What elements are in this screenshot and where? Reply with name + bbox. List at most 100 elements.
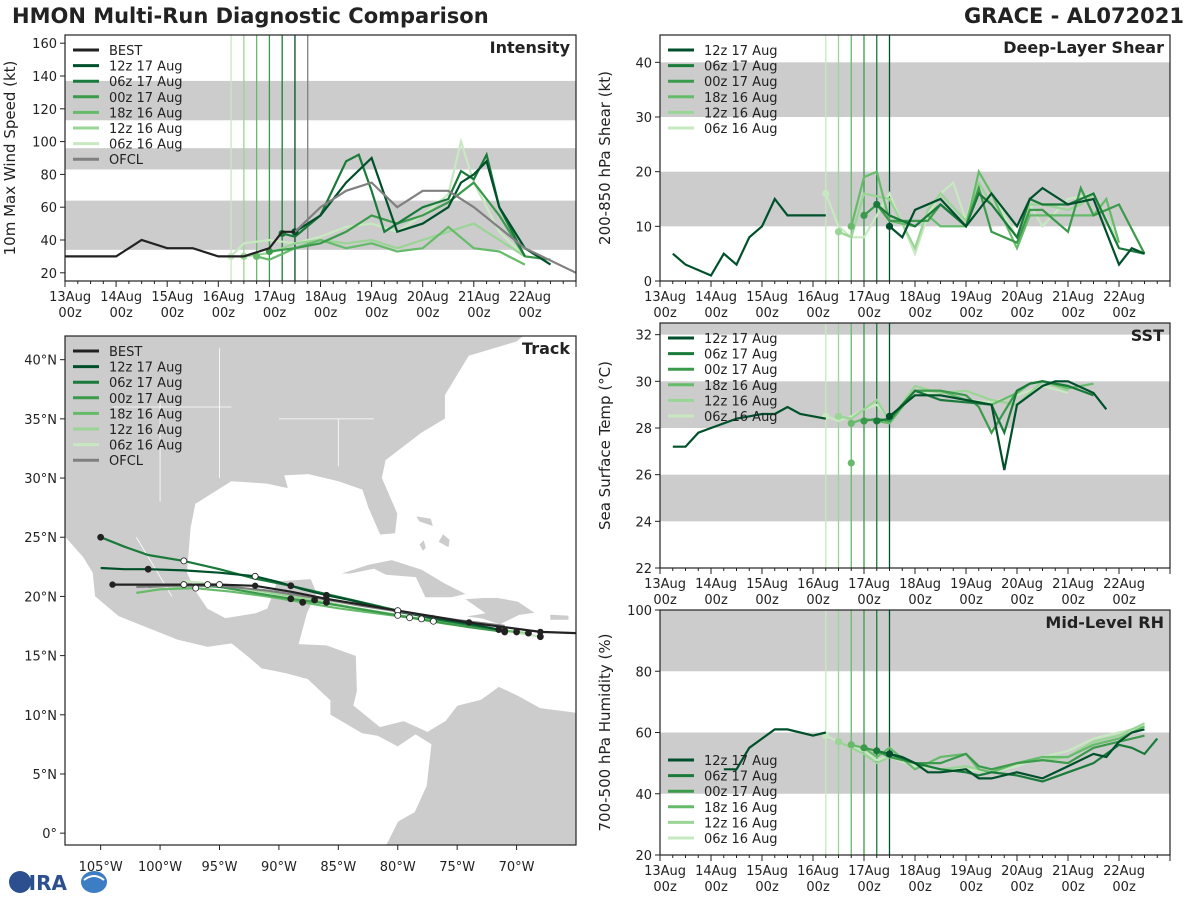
- x-tick-hour: 00z: [704, 593, 728, 608]
- y-tick-label: 24: [635, 515, 652, 530]
- legend-label: 18z 16 Aug: [109, 407, 183, 422]
- series-18z-16-Aug: [850, 168, 1121, 251]
- shade-band-1: [660, 610, 1170, 672]
- series-12z-17-Aug: [888, 380, 1108, 471]
- x-tick-date: 19Aug: [356, 290, 398, 305]
- x-tick-date: 22Aug: [509, 290, 551, 305]
- y-tick-label: 160: [32, 37, 57, 52]
- y-tick-label: 80: [635, 665, 652, 680]
- series-12z-16-Aug: [243, 222, 526, 258]
- legend-label: OFCL: [109, 454, 144, 469]
- panel-title: Mid-Level RH: [1045, 613, 1164, 632]
- x-tick-date: 14Aug: [695, 290, 737, 305]
- x-tick-hour: 00z: [1061, 593, 1085, 608]
- x-tick-label: 85°W: [320, 860, 356, 875]
- x-tick-date: 16Aug: [202, 290, 244, 305]
- legend-label: 06z 16 Aug: [704, 410, 778, 425]
- y-tick-label: 0°: [42, 827, 57, 842]
- x-tick-label: 80°W: [380, 860, 416, 875]
- chart-track: 0° 5°N 10°N 15°N 20°N 25°N 30°N 35°N 40°N 105°W 10…: [24, 335, 577, 875]
- y-axis-label: 10m Max Wind Speed (kt): [1, 61, 19, 256]
- y-tick-label: 20°N: [24, 590, 57, 605]
- y-tick-label: 40°N: [24, 354, 57, 369]
- land-7: [437, 533, 451, 549]
- x-tick-date: 17Aug: [848, 290, 890, 305]
- y-tick-label: 120: [32, 103, 57, 118]
- x-tick-hour: 00z: [959, 593, 983, 608]
- x-tick-date: 13Aug: [644, 864, 686, 879]
- series-start-marker: [847, 419, 855, 427]
- y-tick-label: 5°N: [33, 768, 58, 783]
- y-tick-label: 30°N: [24, 472, 57, 487]
- best-track-dot: [465, 619, 473, 626]
- x-tick-date: 18Aug: [305, 290, 347, 305]
- track-point: [192, 584, 200, 592]
- y-tick-label: 140: [32, 70, 57, 85]
- x-tick-date: 20Aug: [1001, 864, 1043, 879]
- legend-label: 12z 17 Aug: [704, 44, 778, 59]
- series-start-marker: [847, 741, 855, 749]
- series-start-marker: [873, 417, 881, 425]
- track-point: [406, 614, 414, 622]
- x-tick-hour: 00z: [263, 306, 287, 321]
- y-tick-label: 10: [635, 220, 652, 235]
- series-start-marker: [834, 412, 843, 420]
- x-tick-date: 15Aug: [151, 290, 193, 305]
- series-start-marker: [885, 750, 894, 758]
- series-12z-17-Aug: [888, 186, 1145, 267]
- legend-label: 06z 16 Aug: [109, 439, 183, 454]
- x-tick-hour: 00z: [704, 306, 728, 321]
- x-tick-date: 15Aug: [746, 290, 788, 305]
- x-tick-hour: 00z: [806, 306, 830, 321]
- y-tick-label: 20: [635, 166, 652, 181]
- legend-label: 18z 16 Aug: [704, 801, 778, 816]
- x-tick-label: 90°W: [261, 860, 297, 875]
- series-06z-16-Aug: [825, 725, 1145, 774]
- legend-label: OFCL: [109, 153, 144, 168]
- series-12z-17-Aug: [294, 156, 552, 266]
- shade-band-1: [660, 62, 1170, 117]
- x-tick-hour: 00z: [467, 306, 491, 321]
- best-track-dot: [251, 582, 259, 589]
- x-tick-date: 16Aug: [797, 290, 839, 305]
- best-track-dot: [109, 581, 116, 588]
- series-12z-16-Aug: [838, 179, 1120, 252]
- legend-label: 12z 16 Aug: [704, 394, 778, 409]
- y-tick-label: 35°N: [24, 413, 57, 428]
- legend-label: 06z 17 Aug: [109, 75, 183, 90]
- track-point: [287, 595, 295, 603]
- series-start-marker: [873, 200, 881, 209]
- y-tick-label: 28: [635, 422, 652, 437]
- legend-label: 00z 17 Aug: [109, 91, 183, 106]
- legend-label: 06z 16 Aug: [704, 122, 778, 137]
- x-tick-hour: 00z: [365, 306, 389, 321]
- x-tick-hour: 00z: [58, 306, 82, 321]
- x-tick-hour: 00z: [1010, 593, 1034, 608]
- land-0: [65, 336, 576, 845]
- x-tick-hour: 00z: [959, 880, 983, 895]
- y-tick-label: 30: [635, 111, 652, 126]
- x-tick-date: 17Aug: [254, 290, 296, 305]
- x-tick-date: 21Aug: [1052, 864, 1094, 879]
- series-best: [65, 230, 295, 258]
- series-06z-17-Aug: [876, 737, 1159, 783]
- series-start-marker: [847, 222, 855, 230]
- y-tick-label: 80: [40, 168, 57, 183]
- y-tick-label: 0: [644, 275, 652, 290]
- x-tick-date: 19Aug: [950, 290, 992, 305]
- plot-area: [660, 610, 1170, 855]
- series-start-marker: [860, 744, 868, 752]
- x-tick-date: 21Aug: [458, 290, 500, 305]
- series-12z-16-Aug: [838, 722, 1145, 774]
- x-tick-label: 95°W: [202, 860, 238, 875]
- series-00z-17-Aug: [863, 734, 1145, 771]
- panel-title: Track: [522, 339, 570, 358]
- legend-label: 06z 16 Aug: [704, 832, 778, 847]
- track-point: [144, 565, 152, 573]
- legend-label: 12z 17 Aug: [704, 754, 778, 769]
- x-tick-date: 18Aug: [899, 290, 941, 305]
- x-tick-date: 18Aug: [899, 577, 941, 592]
